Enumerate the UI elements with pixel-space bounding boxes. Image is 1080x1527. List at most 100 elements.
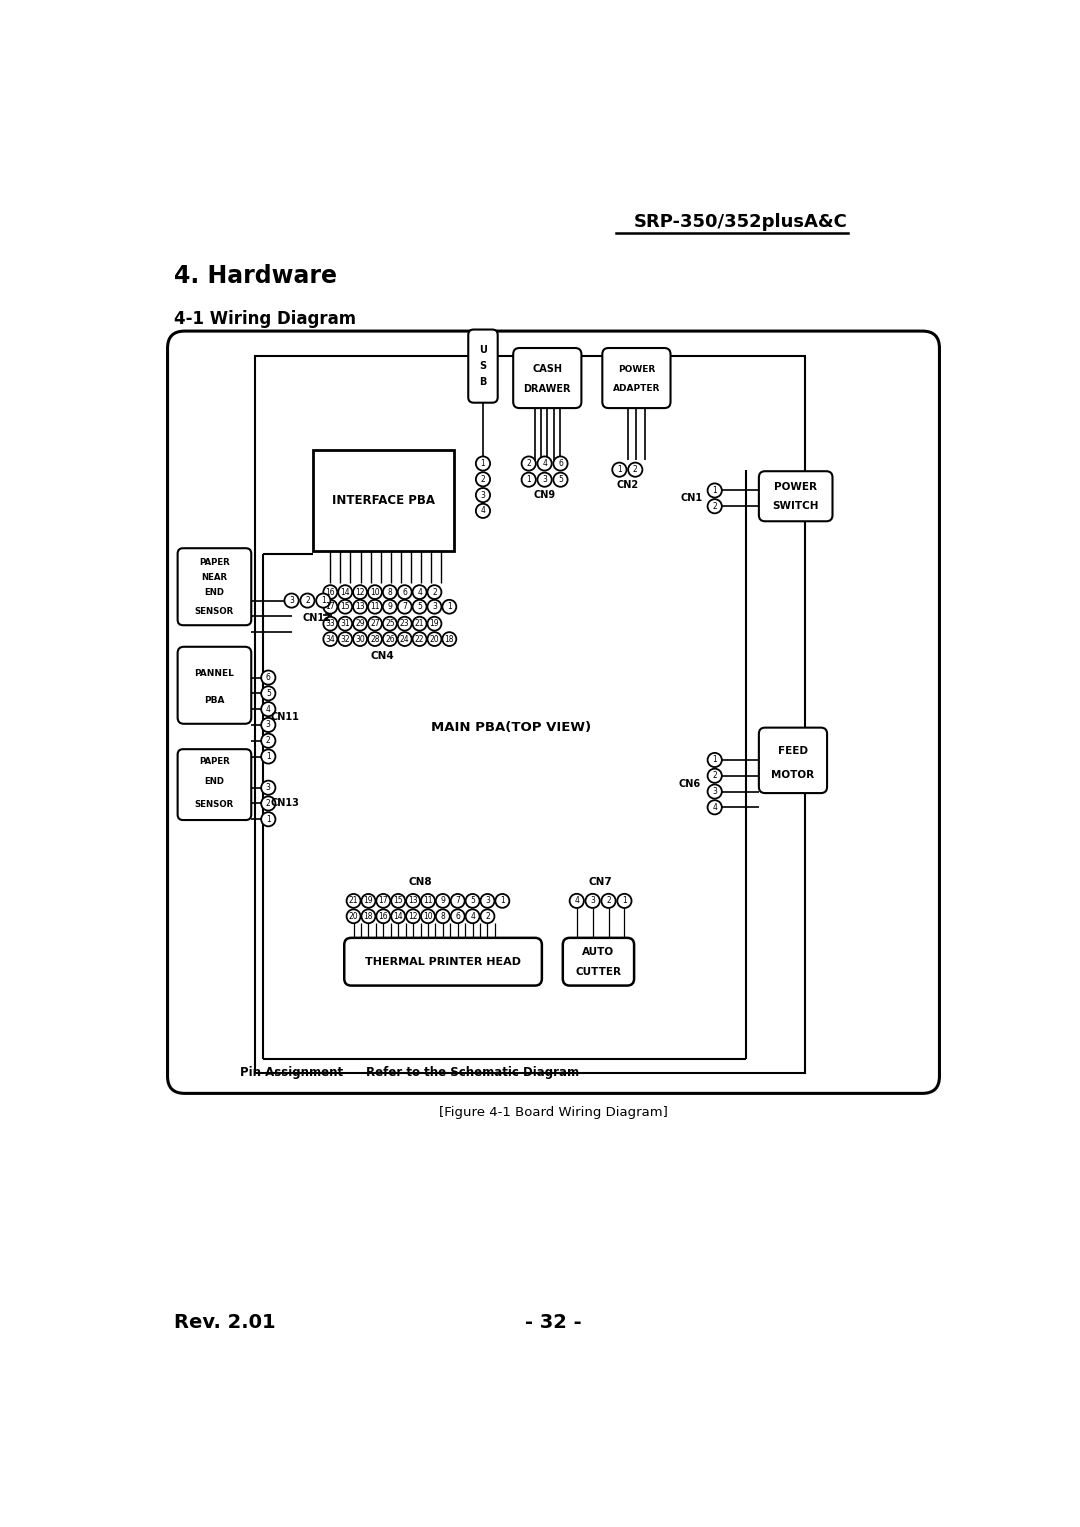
Circle shape [406, 910, 420, 924]
Circle shape [338, 585, 352, 599]
Circle shape [353, 632, 367, 646]
Circle shape [362, 893, 376, 909]
Text: 3: 3 [432, 602, 437, 611]
Text: 10: 10 [423, 912, 433, 921]
Text: SWITCH: SWITCH [772, 501, 819, 512]
Text: 4: 4 [542, 460, 548, 467]
Text: 21: 21 [349, 896, 359, 906]
Text: 31: 31 [340, 618, 350, 628]
Text: CN7: CN7 [589, 878, 612, 887]
Text: ADAPTER: ADAPTER [612, 385, 660, 394]
Circle shape [476, 457, 490, 470]
Text: 1: 1 [713, 486, 717, 495]
Text: CN9: CN9 [534, 490, 555, 499]
Circle shape [465, 893, 480, 909]
Text: PAPER: PAPER [199, 757, 230, 767]
Bar [313, 450, 455, 551]
Circle shape [538, 457, 552, 470]
Text: Refer to the Schematic Diagram: Refer to the Schematic Diagram [366, 1066, 579, 1080]
Circle shape [421, 910, 435, 924]
Circle shape [707, 753, 721, 767]
Circle shape [391, 893, 405, 909]
Text: 1: 1 [481, 460, 485, 467]
Text: 22: 22 [415, 635, 424, 643]
Text: 12: 12 [408, 912, 418, 921]
Circle shape [602, 893, 616, 909]
Text: 11: 11 [423, 896, 433, 906]
Text: 7: 7 [402, 602, 407, 611]
Text: 11: 11 [370, 602, 380, 611]
Circle shape [368, 600, 382, 614]
Text: 3: 3 [485, 896, 490, 906]
Circle shape [261, 670, 275, 684]
Text: 4-1 Wiring Diagram: 4-1 Wiring Diagram [174, 310, 356, 327]
Text: 6: 6 [456, 912, 460, 921]
Circle shape [316, 594, 330, 608]
Circle shape [368, 617, 382, 631]
Text: 2: 2 [481, 475, 485, 484]
Text: 32: 32 [340, 635, 350, 643]
Text: 16: 16 [378, 912, 388, 921]
Text: MAIN PBA(TOP VIEW): MAIN PBA(TOP VIEW) [431, 721, 591, 734]
Circle shape [436, 893, 449, 909]
Text: SENSOR: SENSOR [194, 606, 234, 615]
Text: CN13: CN13 [271, 799, 300, 808]
Circle shape [382, 600, 396, 614]
Circle shape [476, 504, 490, 518]
Circle shape [391, 910, 405, 924]
Text: 8: 8 [441, 912, 445, 921]
Circle shape [450, 910, 464, 924]
Text: 2: 2 [266, 736, 271, 745]
Text: SENSOR: SENSOR [194, 800, 234, 809]
Text: 23: 23 [400, 618, 409, 628]
Circle shape [397, 617, 411, 631]
Circle shape [368, 585, 382, 599]
Circle shape [450, 893, 464, 909]
Text: CN2: CN2 [616, 479, 638, 490]
Text: 12: 12 [355, 588, 365, 597]
Circle shape [585, 893, 599, 909]
Text: 3: 3 [590, 896, 595, 906]
Circle shape [436, 910, 449, 924]
Text: 5: 5 [417, 602, 422, 611]
Text: 15: 15 [340, 602, 350, 611]
Text: 34: 34 [325, 635, 335, 643]
Circle shape [707, 484, 721, 498]
Text: 4: 4 [575, 896, 579, 906]
Text: 30: 30 [355, 635, 365, 643]
Text: 6: 6 [402, 588, 407, 597]
Circle shape [323, 632, 337, 646]
Text: 4: 4 [713, 803, 717, 812]
Text: PAPER: PAPER [199, 557, 230, 567]
FancyBboxPatch shape [177, 548, 252, 625]
Circle shape [323, 600, 337, 614]
Text: 13: 13 [355, 602, 365, 611]
Circle shape [707, 499, 721, 513]
FancyBboxPatch shape [469, 330, 498, 403]
Text: 4: 4 [417, 588, 422, 597]
Text: CN11: CN11 [271, 712, 300, 722]
Circle shape [353, 600, 367, 614]
Circle shape [538, 472, 552, 487]
Circle shape [382, 632, 396, 646]
Circle shape [413, 617, 427, 631]
Text: 26: 26 [384, 635, 394, 643]
Text: 14: 14 [393, 912, 403, 921]
Text: 10: 10 [370, 588, 380, 597]
Circle shape [338, 600, 352, 614]
Text: Pin Assignment: Pin Assignment [240, 1066, 342, 1080]
Circle shape [353, 617, 367, 631]
Text: U: U [480, 345, 487, 354]
Circle shape [347, 893, 361, 909]
Circle shape [261, 702, 275, 716]
Text: 33: 33 [325, 618, 335, 628]
Circle shape [413, 632, 427, 646]
Circle shape [476, 472, 490, 487]
FancyBboxPatch shape [563, 938, 634, 985]
Circle shape [406, 893, 420, 909]
Text: Rev. 2.01: Rev. 2.01 [174, 1313, 275, 1332]
Text: - 32 -: - 32 - [525, 1313, 582, 1332]
Text: 2: 2 [713, 502, 717, 510]
Text: 3: 3 [481, 490, 485, 499]
Text: 17: 17 [378, 896, 388, 906]
